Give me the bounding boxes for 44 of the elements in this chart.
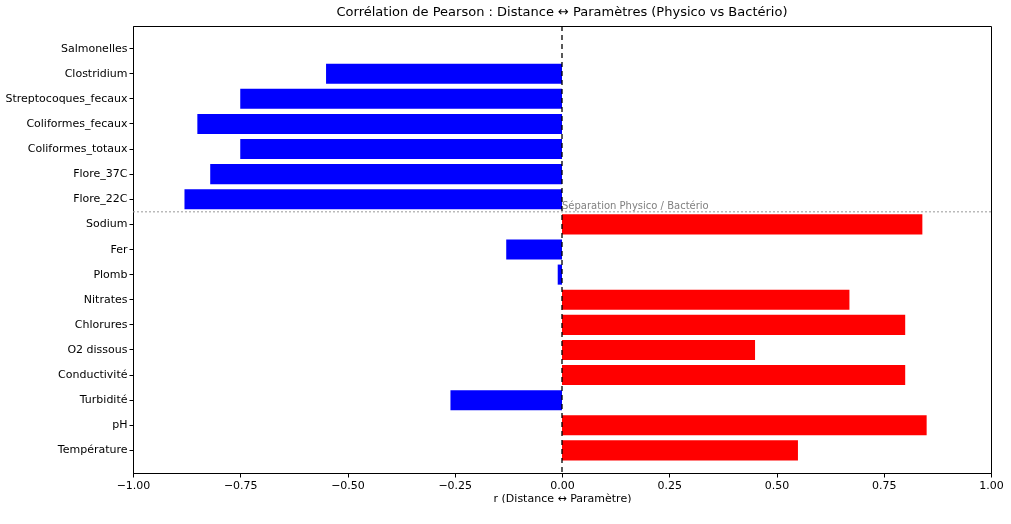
x-tick-label: 0.00 bbox=[550, 478, 575, 492]
y-tick-label: Sodium bbox=[86, 217, 128, 231]
y-tick-label: Nitrates bbox=[83, 292, 128, 306]
x-tick-label: 0.50 bbox=[764, 478, 790, 492]
y-tick-label: Salmonelles bbox=[60, 41, 128, 55]
chart-title: Corrélation de Pearson : Distance ↔ Paramètres (Physico vs Bactério) bbox=[336, 4, 788, 20]
bar bbox=[326, 63, 562, 84]
bar bbox=[184, 189, 562, 210]
x-tick-label: 0.25 bbox=[657, 478, 682, 492]
x-tick-label: −0.50 bbox=[331, 478, 365, 492]
x-tick-label: −1.00 bbox=[116, 478, 151, 492]
bar bbox=[240, 88, 562, 109]
bar bbox=[450, 390, 562, 411]
bar bbox=[210, 164, 562, 185]
bar bbox=[562, 415, 927, 436]
y-tick-label: Conductivité bbox=[58, 368, 128, 382]
bar bbox=[562, 440, 798, 461]
x-axis-title: r (Distance ↔ Paramètre) bbox=[493, 491, 632, 505]
y-tick-label: Coliformes_totaux bbox=[27, 142, 128, 156]
x-tick-label: −0.75 bbox=[223, 478, 258, 492]
ref-line-label: Séparation Physico / Bactério bbox=[562, 199, 709, 211]
bar bbox=[562, 314, 906, 335]
y-tick-label: Fer bbox=[110, 242, 128, 256]
y-tick-label: Turbidité bbox=[78, 393, 128, 407]
y-tick-label: pH bbox=[112, 418, 128, 432]
bar bbox=[197, 113, 562, 134]
x-tick-label: 1.00 bbox=[979, 478, 1004, 492]
y-tick-label: O2 dissous bbox=[67, 342, 128, 356]
y-tick-label: Flore_22C bbox=[73, 192, 128, 206]
x-tick-label: 0.75 bbox=[872, 478, 897, 492]
bar bbox=[562, 289, 850, 310]
bar bbox=[562, 365, 906, 386]
y-tick-label: Streptocoques_fecaux bbox=[5, 91, 128, 105]
y-tick-label: Flore_37C bbox=[73, 167, 128, 181]
bar bbox=[506, 239, 562, 260]
y-tick-label: Chlorures bbox=[74, 317, 128, 331]
y-tick-label: Coliformes_fecaux bbox=[26, 116, 128, 130]
bar bbox=[240, 139, 562, 160]
y-tick-label: Température bbox=[56, 443, 128, 457]
y-tick-label: Clostridium bbox=[64, 66, 128, 80]
x-tick-label: −0.25 bbox=[438, 478, 473, 492]
bar bbox=[562, 339, 756, 360]
bar bbox=[562, 214, 923, 235]
y-tick-label: Plomb bbox=[93, 267, 128, 281]
